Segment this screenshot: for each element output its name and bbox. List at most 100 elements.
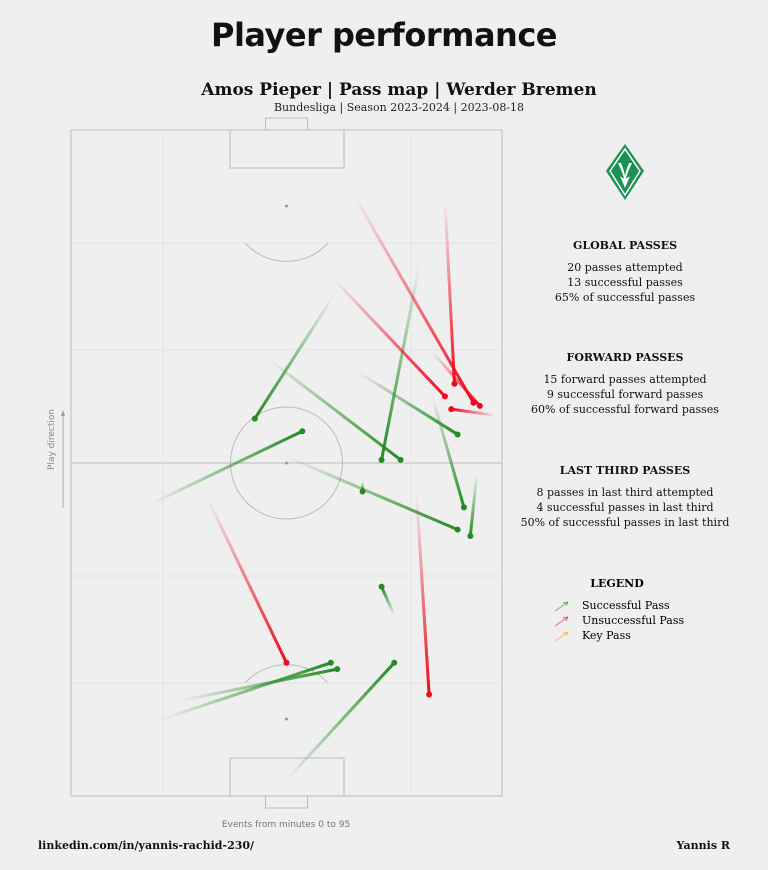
pass-end-dot xyxy=(299,428,306,435)
bottom-penalty-spot xyxy=(285,717,288,721)
pass-end-dot xyxy=(327,659,334,666)
pass-line xyxy=(351,192,475,404)
pass-line xyxy=(178,667,338,703)
footer-author: Yannis R xyxy=(676,839,730,852)
legend-label: Successful Pass xyxy=(582,599,670,612)
pass-end-dot xyxy=(397,456,404,463)
pass-line xyxy=(205,497,288,664)
pass-successful xyxy=(378,583,396,616)
stats-line: 50% of successful passes in last third xyxy=(520,516,730,529)
stats-title: LAST THIRD PASSES xyxy=(559,464,691,477)
play-direction-arrow xyxy=(61,410,65,508)
pass-line xyxy=(431,351,481,407)
arrow-icon xyxy=(554,631,569,641)
legend-label: Key Pass xyxy=(582,629,631,642)
forward-passes-stats: FORWARD PASSES 15 forward passes attempt… xyxy=(520,351,730,417)
pass-end-dot xyxy=(476,402,483,409)
pass-unsuccessful xyxy=(431,351,483,409)
top-penalty-arc xyxy=(244,242,329,262)
pass-successful xyxy=(178,666,341,703)
pass-line xyxy=(329,274,447,398)
pass-line xyxy=(451,407,496,417)
center-spot xyxy=(285,461,288,465)
pass-line xyxy=(253,294,336,420)
werder-bremen-crest-icon xyxy=(605,143,645,205)
stats-line: 20 passes attempted xyxy=(567,261,683,274)
top-six-yard-box xyxy=(229,129,345,169)
pass-successful xyxy=(285,455,461,533)
arrow-icon xyxy=(554,601,569,611)
pass-unsuccessful xyxy=(205,497,290,666)
pass-unsuccessful xyxy=(414,491,433,698)
pass-end-dot xyxy=(391,659,398,666)
pass-end-dot xyxy=(448,406,455,413)
pass-successful xyxy=(285,659,398,782)
legend-label: Unsuccessful Pass xyxy=(582,614,685,627)
play-direction-label: Play direction xyxy=(47,408,57,470)
top-goal xyxy=(265,117,308,131)
pass-line xyxy=(443,199,456,384)
pass-successful xyxy=(251,294,336,422)
stats-line: 15 forward passes attempted xyxy=(543,373,707,386)
bottom-goal xyxy=(265,795,308,809)
chart-subtitle: Bundesliga | Season 2023-2024 | 2023-08-… xyxy=(273,101,525,114)
arrow-icon xyxy=(554,616,569,626)
pass-end-dot xyxy=(454,431,461,438)
pass-end-dot xyxy=(251,415,258,422)
stats-line: 9 successful forward passes xyxy=(546,388,704,401)
bottom-six-yard-box xyxy=(229,757,345,797)
pass-end-dot xyxy=(334,666,341,673)
pass-end-dot xyxy=(283,659,290,666)
center-circle xyxy=(230,406,343,520)
pass-end-dot xyxy=(441,393,448,400)
pass-line xyxy=(414,491,431,695)
legend-title: LEGEND xyxy=(590,577,644,590)
time-range-note: Events from minutes 0 to 95 xyxy=(221,820,351,830)
pass-unsuccessful xyxy=(351,192,477,406)
pass-unsuccessful xyxy=(443,199,458,387)
pass-unsuccessful xyxy=(448,406,496,417)
pass-line xyxy=(159,661,332,722)
pass-successful xyxy=(159,659,334,722)
stats-title: GLOBAL PASSES xyxy=(572,239,678,252)
chart-title: Amos Pieper | Pass map | Werder Bremen xyxy=(201,80,597,100)
pass-line xyxy=(380,586,396,616)
legend: LEGEND Successful Pass Unsuccessful Pass… xyxy=(552,577,722,643)
pass-line xyxy=(285,455,459,531)
stats-line: 13 successful passes xyxy=(567,276,683,289)
pass-end-dot xyxy=(426,691,433,698)
page-heading: Player performance xyxy=(211,16,557,54)
pass-successful xyxy=(467,475,479,539)
pitch-markings xyxy=(70,117,503,809)
pass-successful xyxy=(149,428,306,506)
footer-linkedin: linkedin.com/in/yannis-rachid-230/ xyxy=(38,839,255,852)
pass-line xyxy=(285,661,396,782)
pass-successful xyxy=(430,395,467,511)
last-third-passes-stats: LAST THIRD PASSES 8 passes in last third… xyxy=(520,464,730,530)
pass-end-dot xyxy=(451,380,458,387)
pass-end-dot xyxy=(454,526,461,533)
pass-successful xyxy=(355,369,461,438)
global-passes-stats: GLOBAL PASSES 20 passes attempted 13 suc… xyxy=(520,239,730,305)
top-penalty-box xyxy=(162,129,412,244)
pass-line xyxy=(355,369,459,436)
pass-end-dot xyxy=(460,504,467,511)
top-penalty-spot xyxy=(285,204,288,208)
stats-line: 4 successful passes in last third xyxy=(536,501,714,514)
pass-successful xyxy=(266,357,404,463)
stats-line: 8 passes in last third attempted xyxy=(536,486,714,499)
legend-item-unsuccessful: Unsuccessful Pass xyxy=(552,613,722,628)
stats-line: 60% of successful forward passes xyxy=(531,403,719,416)
pass-line xyxy=(149,429,303,506)
legend-item-successful: Successful Pass xyxy=(552,598,722,613)
stats-line: 65% of successful passes xyxy=(554,291,696,304)
pass-line xyxy=(468,475,479,537)
zone-grid xyxy=(71,130,502,796)
pass-end-dot xyxy=(467,532,474,539)
legend-item-key-pass: Key Pass xyxy=(552,628,722,643)
pass-end-dot xyxy=(378,583,385,590)
pass-end-dot xyxy=(378,456,385,463)
pass-unsuccessful xyxy=(329,274,448,400)
stats-title: FORWARD PASSES xyxy=(566,351,684,364)
